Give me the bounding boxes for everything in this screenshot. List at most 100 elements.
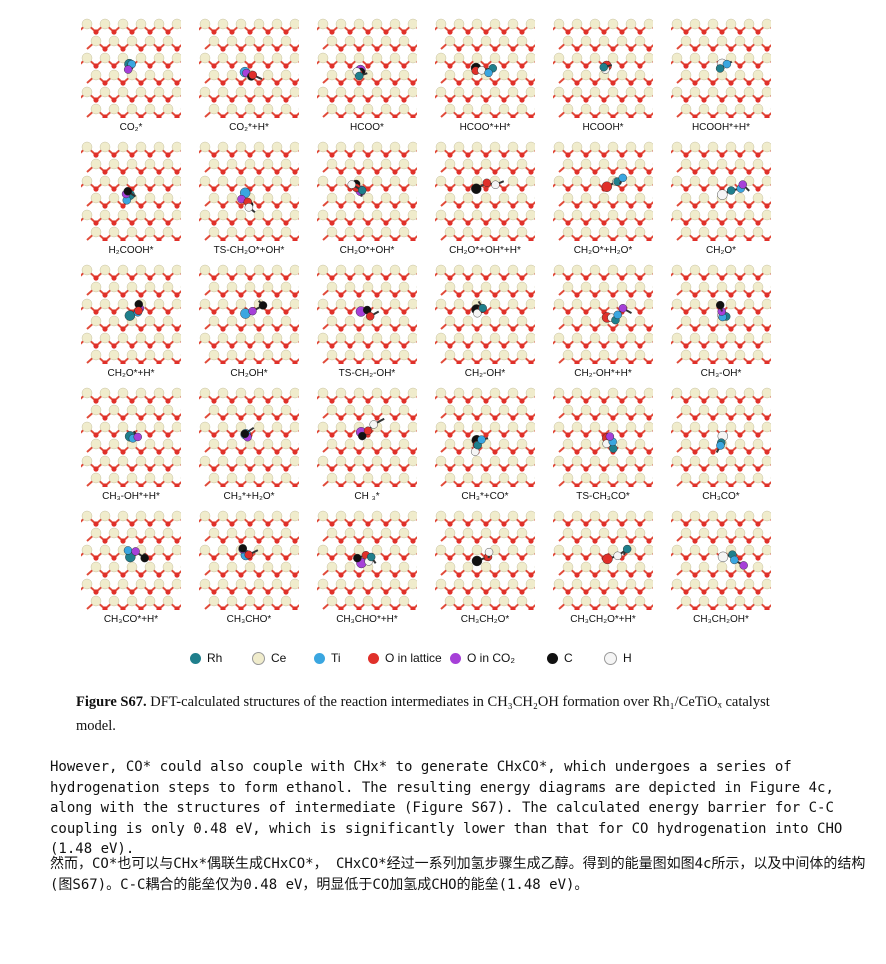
structure-panel: TS-CH₂O*+OH* xyxy=(190,141,308,256)
structure-panel: CH₃*+CO* xyxy=(426,387,544,502)
legend-label: Rh xyxy=(207,651,223,665)
legend-item: H xyxy=(604,651,632,665)
structure-image xyxy=(199,387,299,487)
structure-image xyxy=(435,264,535,364)
structure-label: CO₂* xyxy=(119,122,143,133)
legend-label: C xyxy=(564,651,573,665)
structure-panel: CH₃CHO*+H* xyxy=(308,510,426,625)
structure-panel: CH₃CH₂O* xyxy=(426,510,544,625)
structure-label: CH₂O*+OH*+H* xyxy=(449,245,521,256)
legend-label: H xyxy=(623,651,632,665)
structure-image xyxy=(317,387,417,487)
structure-label: HCOO*+H* xyxy=(459,122,511,133)
structure-panel: CH₃CO* xyxy=(662,387,780,502)
structure-image xyxy=(671,510,771,610)
structure-panel: CH₃CH₂OH* xyxy=(662,510,780,625)
legend-swatch xyxy=(190,652,201,664)
structure-panel: HCOO*+H* xyxy=(426,18,544,133)
structure-label: CH₂O*+OH* xyxy=(339,245,395,256)
structure-image xyxy=(81,18,181,118)
structure-image xyxy=(199,18,299,118)
legend-swatch xyxy=(450,652,461,664)
structure-panel: CH₃CH₂O*+H* xyxy=(544,510,662,625)
structure-image xyxy=(81,387,181,487)
structure-panel: CO₂*+H* xyxy=(190,18,308,133)
structure-label: CH₃CH₂OH* xyxy=(693,614,749,625)
structure-image xyxy=(81,510,181,610)
structure-image xyxy=(199,264,299,364)
legend-swatch xyxy=(314,652,325,664)
structure-label: CH₂OH* xyxy=(230,368,268,379)
structure-label: TS-CH₃CO* xyxy=(576,491,630,502)
legend-swatch xyxy=(547,652,558,664)
structure-label: CH₃CO* xyxy=(702,491,740,502)
legend-label: O in lattice xyxy=(385,651,442,665)
legend-item: Rh xyxy=(190,651,222,665)
structure-image xyxy=(317,141,417,241)
structure-image xyxy=(553,387,653,487)
structure-label: CH₃*+H₂O* xyxy=(223,491,275,502)
structure-label: CH₃CHO* xyxy=(226,614,272,625)
legend-item: O in lattice xyxy=(368,651,442,665)
structure-panel: CH₂O*+OH*+H* xyxy=(426,141,544,256)
structure-label: CH₃CO*+H* xyxy=(103,614,159,625)
structure-image xyxy=(81,264,181,364)
body-paragraph-chinese: 然而，CO*也可以与CHx*偶联生成CHxCO*， CHxCO*经过一系列加氢步… xyxy=(50,856,866,893)
structure-label: HCOOH* xyxy=(582,122,624,133)
caption-text: DFT-calculated structures of the reactio… xyxy=(76,694,770,734)
structure-label: CH₃*+CO* xyxy=(461,491,509,502)
structure-panel: HCOO* xyxy=(308,18,426,133)
structure-panel: CH₂O* xyxy=(662,141,780,256)
legend-item: C xyxy=(547,651,573,665)
body-paragraph-english: However, CO* could also couple with CHx*… xyxy=(50,759,851,857)
structure-image xyxy=(553,141,653,241)
structure-image xyxy=(435,18,535,118)
structure-image xyxy=(553,264,653,364)
structure-label: CH₂O*+H₂O* xyxy=(573,245,633,256)
structure-label: CH₃CH₂O* xyxy=(460,614,510,625)
structure-panel: CH₂O*+H₂O* xyxy=(544,141,662,256)
structure-image xyxy=(317,264,417,364)
structure-panel: CH ₃* xyxy=(308,387,426,502)
structure-image xyxy=(671,387,771,487)
figure-legend: Rh Ce Ti O in lattice O in CO₂ C H xyxy=(190,651,710,671)
structure-panel: CH₃*+H₂O* xyxy=(190,387,308,502)
structure-image xyxy=(317,18,417,118)
structure-label: HCOOH*+H* xyxy=(691,122,751,133)
legend-swatch xyxy=(368,652,379,664)
structure-label: CH₃-OH* xyxy=(700,368,742,379)
structure-panel: CH₂-OH* xyxy=(426,264,544,379)
structure-image xyxy=(553,18,653,118)
structure-panel: HCOOH*+H* xyxy=(662,18,780,133)
legend-swatch xyxy=(252,651,265,665)
structure-panel: CH₂-OH*+H* xyxy=(544,264,662,379)
legend-item: O in CO₂ xyxy=(450,651,515,665)
structure-image xyxy=(435,387,535,487)
structure-label: CH₂O* xyxy=(706,245,736,256)
legend-swatch xyxy=(604,651,617,665)
structure-image xyxy=(553,510,653,610)
structure-image xyxy=(199,141,299,241)
structure-label: CO₂*+H* xyxy=(229,122,269,133)
figure-grid: CO₂* CO₂*+H* HCOO* HCOO*+H* HCOOH* HCOOH*+H* H… xyxy=(72,18,792,638)
structure-panel: CH₂O*+H* xyxy=(72,264,190,379)
figure-caption: Figure S67. DFT-calculated structures of… xyxy=(76,690,796,738)
structure-image xyxy=(435,510,535,610)
structure-image xyxy=(671,18,771,118)
structure-label: CH₂-OH*+H* xyxy=(574,368,632,379)
structure-label: H₂COOH* xyxy=(108,245,154,256)
structure-panel: H₂COOH* xyxy=(72,141,190,256)
structure-label: HCOO* xyxy=(350,122,384,133)
legend-item: Ce xyxy=(252,651,286,665)
structure-panel: CH₃CHO* xyxy=(190,510,308,625)
structure-label: CH₂-OH* xyxy=(464,368,506,379)
caption-figure-number: Figure S67. xyxy=(76,694,147,710)
structure-label: CH₃-OH*+H* xyxy=(102,491,160,502)
structure-image xyxy=(317,510,417,610)
structure-panel: TS-CH₃CO* xyxy=(544,387,662,502)
structure-panel: HCOOH* xyxy=(544,18,662,133)
structure-panel: CH₃-OH*+H* xyxy=(72,387,190,502)
structure-image xyxy=(199,510,299,610)
structure-panel: CH₂OH* xyxy=(190,264,308,379)
structure-image xyxy=(435,141,535,241)
